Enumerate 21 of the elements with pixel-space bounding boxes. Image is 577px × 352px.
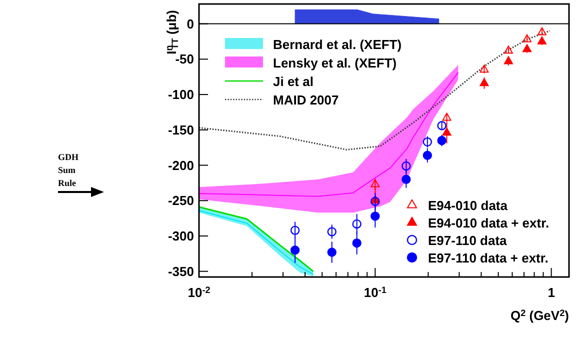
legend-label: E94-010 data + extr. [428, 216, 550, 230]
y-tick-label: -100 [168, 87, 194, 102]
legend-label: Ji et al [273, 74, 314, 89]
legend-label: Bernard et al. (XEFT) [273, 37, 402, 52]
x-tick-label: 10$^{-2}$ [188, 284, 210, 300]
y-tick-label: 0 [186, 16, 194, 32]
legend-label: E97-110 data + extr. [428, 250, 548, 266]
legend-label: E94-010 data [428, 198, 508, 213]
y-tick-label: -150 [168, 122, 194, 138]
x-tick-label: 10$^{-1}$ [364, 284, 386, 300]
y-tick-label: -250 [168, 193, 194, 208]
legend-label: Lensky et al. (XEFT) [273, 56, 397, 70]
y-tick-label: -350 [168, 264, 194, 279]
text: GDH Sum Rule [58, 152, 79, 188]
x-tick-label: 1 [548, 285, 555, 300]
y-tick-label: -200 [168, 158, 194, 173]
legend-label: E97-110 data [428, 233, 508, 248]
legend-label: MAID 2007 [273, 92, 339, 108]
y-tick-label: -50 [175, 52, 194, 67]
x-axis-title: Q$^{2}$ (GeV$^{2}$) [510, 308, 569, 323]
y-tick-label: -300 [168, 228, 194, 244]
